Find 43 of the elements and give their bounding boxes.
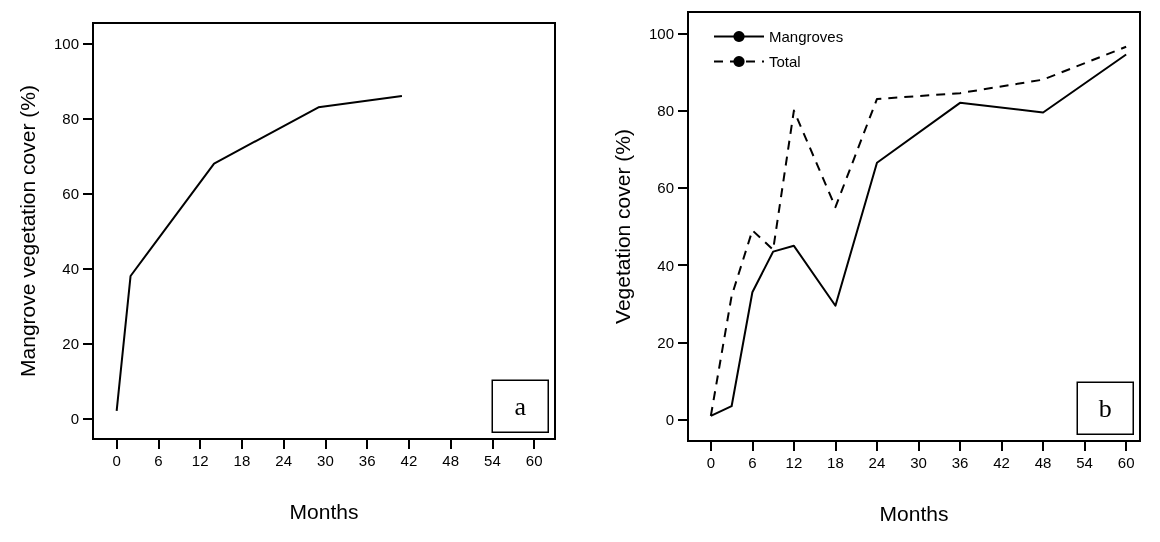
- x-tick-label: 0: [706, 454, 716, 471]
- x-tick-label: 54: [1076, 454, 1093, 471]
- y-tick-label: 0: [665, 411, 674, 429]
- x-tick-label: 48: [442, 452, 459, 469]
- y-tick-label: 80: [62, 110, 79, 128]
- x-tick-label: 30: [317, 452, 334, 469]
- x-tick-label: 6: [154, 452, 163, 469]
- x-tick-label: 48: [1034, 454, 1052, 471]
- y-tick-label: 0: [70, 409, 79, 427]
- y-axis-title: Mangrove vegetation cover (%): [16, 85, 39, 377]
- x-tick-label: 42: [400, 452, 418, 469]
- x-axis-title: Months: [879, 502, 949, 525]
- x-tick-label: 60: [1117, 454, 1135, 471]
- x-tick-label: 54: [484, 452, 501, 469]
- x-tick-label: 60: [525, 452, 543, 469]
- y-tick-label: 20: [62, 334, 79, 352]
- y-tick-label: 80: [657, 102, 674, 120]
- annotation: b: [1098, 393, 1112, 423]
- legend-label: Total: [769, 53, 801, 70]
- y-tick-label: 40: [62, 259, 79, 277]
- y-axis-title: Vegetation cover (%): [611, 129, 634, 324]
- x-axis-title: Months: [289, 500, 359, 523]
- x-tick-label: 42: [993, 454, 1010, 471]
- x-tick-label: 24: [868, 454, 886, 471]
- x-tick-label: 6: [748, 454, 757, 471]
- x-tick-label: 18: [827, 454, 844, 471]
- x-tick-label: 24: [275, 452, 292, 469]
- y-tick-label: 40: [657, 256, 674, 274]
- line-series: [115, 95, 403, 412]
- x-tick-label: 12: [191, 452, 209, 469]
- x-tick-label: 30: [910, 454, 927, 471]
- x-tick-label: 0: [112, 452, 121, 469]
- legend-label: Mangroves: [769, 28, 844, 45]
- x-tick-label: 12: [785, 454, 803, 471]
- annotation: a: [514, 391, 527, 421]
- y-tick-label: 100: [648, 24, 674, 42]
- y-tick-label: 20: [657, 333, 674, 351]
- y-tick-label: 100: [53, 35, 79, 53]
- y-tick-label: 60: [62, 185, 79, 203]
- x-tick-label: 18: [233, 452, 251, 469]
- y-tick-label: 60: [657, 179, 674, 197]
- x-tick-label: 36: [951, 454, 969, 471]
- x-tick-label: 36: [358, 452, 376, 469]
